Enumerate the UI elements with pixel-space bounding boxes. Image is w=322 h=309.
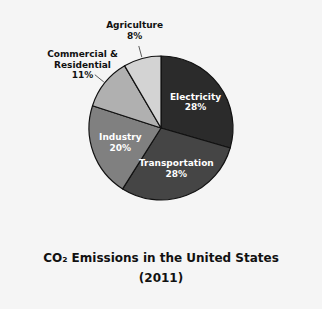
data-label-line: 28% — [166, 169, 188, 179]
chart-svg: Electricity28%Transportation28%Industry2… — [0, 0, 322, 309]
chart-title-line: (2011) — [139, 271, 183, 285]
chart-container: Electricity28%Transportation28%Industry2… — [0, 0, 322, 309]
data-label-line: Electricity — [170, 92, 221, 102]
leader-line — [95, 75, 104, 82]
chart-title: CO₂ Emissions in the United States (2011) — [43, 251, 279, 285]
data-label-line: 11% — [72, 70, 94, 80]
data-label-line: Commercial & — [47, 49, 118, 59]
data-label: Transportation28% — [139, 158, 214, 179]
data-label: Industry20% — [99, 132, 142, 153]
slices — [89, 56, 233, 200]
chart-title-line: CO₂ Emissions in the United States — [43, 251, 279, 265]
pie-slice — [125, 56, 161, 128]
data-label-line: Transportation — [139, 158, 214, 168]
leader-line — [139, 46, 142, 57]
data-label-line: Agriculture — [106, 20, 163, 30]
data-label: Agriculture8% — [106, 20, 163, 41]
data-label-line: 8% — [127, 31, 142, 41]
data-label-line: Industry — [99, 132, 142, 142]
background — [0, 0, 322, 309]
data-label: Electricity28% — [170, 92, 221, 113]
data-label-line: 20% — [110, 143, 132, 153]
data-label-line: 28% — [185, 102, 207, 112]
data-labels: Electricity28%Transportation28%Industry2… — [47, 20, 221, 178]
data-label-line: Residential — [54, 60, 111, 70]
data-label: Commercial &Residential11% — [47, 49, 118, 80]
